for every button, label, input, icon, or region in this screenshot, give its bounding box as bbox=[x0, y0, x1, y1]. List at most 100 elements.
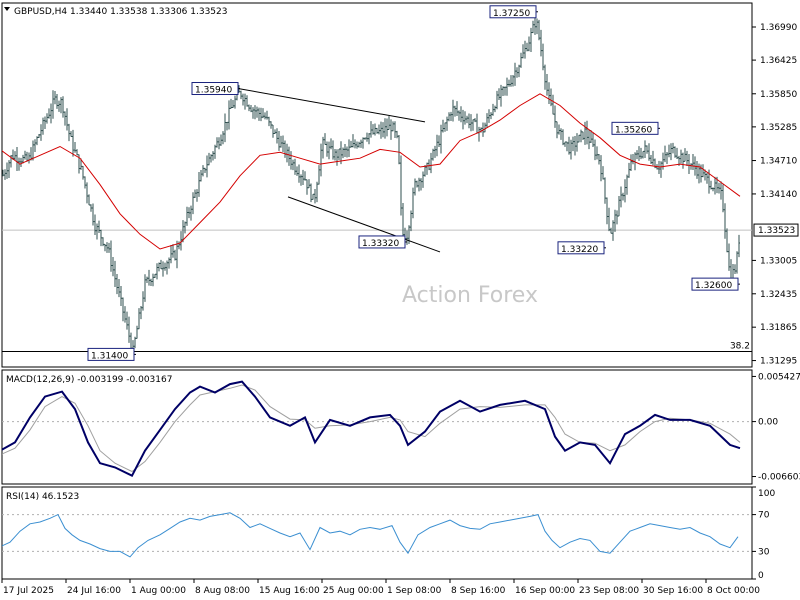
price-bar bbox=[444, 122, 446, 132]
price-bar bbox=[638, 146, 640, 161]
price-bar bbox=[116, 274, 118, 295]
price-bar bbox=[442, 119, 444, 133]
price-bar bbox=[564, 141, 566, 147]
price-bar bbox=[456, 101, 458, 116]
price-bar bbox=[558, 124, 560, 135]
price-bar bbox=[250, 105, 252, 113]
price-bar bbox=[512, 74, 514, 87]
price-bar bbox=[66, 108, 68, 131]
price-bar bbox=[270, 121, 272, 129]
price-bar bbox=[290, 151, 292, 170]
price-bar bbox=[100, 229, 102, 247]
price-bar bbox=[170, 245, 172, 264]
price-bar bbox=[306, 179, 308, 195]
price-bar bbox=[602, 166, 604, 180]
price-bar bbox=[8, 160, 10, 179]
price-bar bbox=[198, 172, 200, 197]
price-bar bbox=[640, 147, 642, 160]
price-bar bbox=[208, 152, 210, 166]
price-bar bbox=[472, 119, 474, 131]
price-bar bbox=[152, 273, 154, 287]
price-bar bbox=[258, 107, 260, 121]
fib-label: 38.2 bbox=[730, 341, 750, 351]
price-bar bbox=[308, 179, 310, 189]
price-tick-label: 1.34710 bbox=[760, 157, 797, 167]
price-bar bbox=[146, 276, 148, 284]
price-bar bbox=[548, 82, 550, 104]
time-tick-label: 25 Aug 00:00 bbox=[323, 586, 384, 596]
price-bar bbox=[262, 108, 264, 119]
price-bar bbox=[474, 118, 476, 123]
price-bar bbox=[96, 223, 98, 240]
time-tick-label: 1 Aug 00:00 bbox=[131, 586, 186, 596]
price-bar bbox=[276, 128, 278, 144]
price-bar bbox=[658, 160, 660, 174]
price-bar bbox=[42, 117, 44, 135]
price-bar bbox=[154, 273, 156, 278]
price-bar bbox=[702, 164, 704, 178]
price-bar bbox=[22, 154, 24, 164]
price-bar bbox=[486, 113, 488, 128]
price-tick-label: 1.36990 bbox=[760, 23, 797, 33]
price-bar bbox=[560, 128, 562, 140]
price-bar bbox=[394, 121, 396, 138]
price-bar bbox=[294, 158, 296, 175]
price-bar bbox=[118, 278, 120, 298]
price-bar bbox=[214, 144, 216, 159]
macd-main-line bbox=[2, 380, 741, 478]
price-bar bbox=[356, 141, 358, 149]
price-bar bbox=[234, 95, 236, 109]
price-bar bbox=[228, 100, 230, 130]
price-bar bbox=[466, 115, 468, 124]
price-bar bbox=[54, 91, 56, 105]
price-bar bbox=[68, 123, 70, 142]
price-bar bbox=[292, 159, 294, 171]
price-bar bbox=[722, 184, 724, 213]
price-bar bbox=[682, 152, 684, 169]
price-bar bbox=[160, 259, 162, 270]
price-bar bbox=[402, 202, 404, 241]
price-bar bbox=[470, 114, 472, 132]
price-bar bbox=[92, 203, 94, 226]
price-bar bbox=[488, 109, 490, 123]
price-bar bbox=[664, 145, 666, 163]
price-bar bbox=[452, 99, 454, 122]
price-bar bbox=[586, 120, 588, 145]
price-bar bbox=[222, 131, 224, 145]
macd-y-axis: 0.005427 0.00 -0.006603 bbox=[752, 372, 800, 483]
price-bar bbox=[316, 181, 318, 203]
price-bar bbox=[106, 242, 108, 253]
price-bar bbox=[584, 121, 586, 145]
price-bar bbox=[256, 106, 258, 118]
price-bar bbox=[226, 121, 228, 131]
price-bar bbox=[134, 336, 136, 349]
annotation-label: 1.37250 bbox=[493, 9, 530, 19]
price-bar bbox=[524, 40, 526, 59]
price-bar bbox=[46, 113, 48, 124]
price-bar bbox=[230, 98, 232, 109]
price-bar bbox=[246, 95, 248, 107]
price-bar bbox=[192, 192, 194, 215]
price-bar bbox=[674, 146, 676, 158]
rsi-line bbox=[2, 512, 739, 558]
price-bar bbox=[568, 136, 570, 155]
price-bar bbox=[430, 152, 432, 174]
price-bar bbox=[540, 29, 542, 57]
macd-panel bbox=[1, 369, 753, 485]
trendline bbox=[237, 88, 426, 123]
price-bar bbox=[314, 188, 316, 204]
price-bar bbox=[386, 118, 388, 137]
price-bar bbox=[422, 171, 424, 188]
price-bar bbox=[232, 100, 234, 109]
price-bar bbox=[528, 36, 530, 52]
price-bar bbox=[220, 134, 222, 146]
price-bar bbox=[498, 88, 500, 100]
time-tick-label: 8 Oct 00:00 bbox=[707, 586, 760, 596]
price-bar bbox=[626, 174, 628, 195]
price-bar bbox=[652, 150, 654, 166]
price-annotation: 1.33220 bbox=[557, 241, 606, 255]
price-bar bbox=[360, 139, 362, 148]
price-bar bbox=[554, 105, 556, 128]
price-bar bbox=[206, 155, 208, 178]
price-bar bbox=[454, 105, 456, 117]
